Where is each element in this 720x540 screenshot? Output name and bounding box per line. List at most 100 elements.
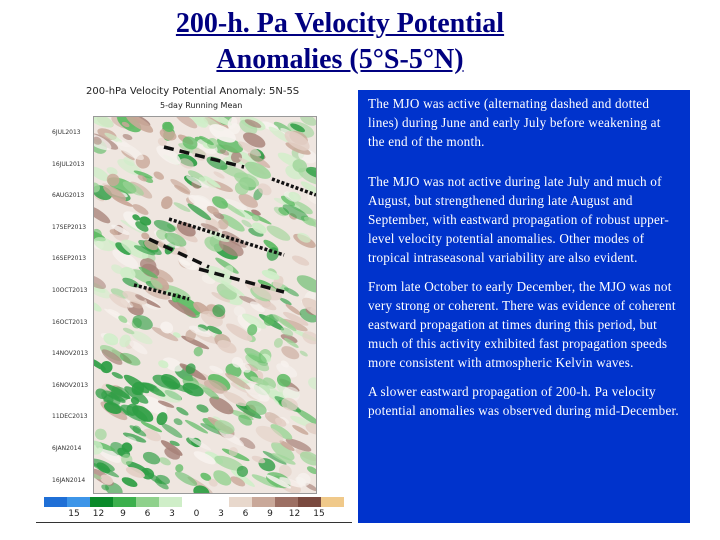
anomaly-blob [119,334,131,348]
paragraph-mjo-aug-sep: The MJO was not active during late July … [368,173,669,266]
colorbar-label: 9 [120,509,126,519]
anomaly-blob [254,297,277,311]
anomaly-blob [299,350,308,357]
anomaly-blob [285,303,302,316]
anomaly-blob [271,442,295,461]
anomaly-blob [223,391,247,407]
anomaly-blob [178,256,199,271]
anomaly-blob [200,223,219,232]
anomaly-blob [272,314,297,332]
colorbar-label: 15 [68,509,80,519]
anomaly-blob [94,182,100,193]
figure-subtitle: 5-day Running Mean [160,101,243,110]
anomaly-blob [265,474,292,489]
anomaly-blob [159,457,171,466]
y-tick-label: 17SEP2013 [52,223,87,231]
anomaly-blob [303,216,316,230]
anomaly-blob [126,403,139,416]
anomaly-blob [161,423,183,438]
anomaly-blob [122,432,147,443]
anomaly-blob [157,400,175,408]
description-textbox: The MJO was active (alternating dashed a… [358,90,690,523]
anomaly-blob [218,238,244,257]
anomaly-blob [132,204,149,215]
anomaly-blob [275,417,287,427]
anomaly-blob [219,214,245,232]
anomaly-blob [239,437,256,449]
anomaly-blob [230,469,255,487]
mjo-propagation-line [148,237,210,269]
anomaly-blob [234,181,249,195]
anomaly-blob [280,195,296,207]
anomaly-blob [137,174,147,182]
colorbar-swatch [297,497,321,507]
anomaly-blob [115,242,132,255]
anomaly-blob [119,352,141,366]
colorbar-label: 3 [169,509,175,519]
anomaly-blob [204,117,233,126]
anomaly-blob [241,219,252,228]
anomaly-blob [282,311,309,326]
anomaly-blob [257,183,272,196]
anomaly-blob [173,418,183,426]
anomaly-blob [268,126,291,143]
anomaly-blob [168,299,197,318]
anomaly-blob [121,477,138,488]
colorbar-labels: 15 12 9 6 3 0 3 6 9 12 15 [44,509,344,521]
anomaly-blob [194,118,207,129]
anomaly-blob [255,425,284,444]
anomaly-blob [94,166,110,182]
anomaly-blob [154,478,169,490]
anomaly-blob [133,245,156,256]
anomaly-blob [185,363,196,374]
anomaly-blob [196,404,209,413]
anomaly-blob [281,346,300,360]
anomaly-blob [217,218,229,230]
y-tick-label: 10OCT2013 [52,287,88,294]
anomaly-blob [200,472,212,481]
anomaly-blob [129,425,147,437]
anomaly-blob [162,357,183,372]
anomaly-blob [106,173,120,187]
anomaly-blob [188,325,211,337]
anomaly-blob [193,346,203,357]
anomaly-blob [271,453,296,465]
anomaly-blob [191,381,213,392]
anomaly-blob [251,209,261,216]
anomaly-blob [111,372,123,379]
anomaly-blob [101,390,121,406]
anomaly-blob [258,384,282,400]
slide-title: 200-h. Pa Velocity Potential Anomalies (… [0,6,680,78]
anomaly-blob [139,216,152,226]
anomaly-blob [209,365,224,374]
anomaly-blob [219,429,245,447]
colorbar-swatch [182,497,206,507]
anomaly-blob [101,484,109,491]
anomaly-blob [204,236,224,252]
y-tick-label: 16OCT2013 [52,318,88,326]
anomaly-blob [156,229,168,240]
anomaly-blob [153,171,164,180]
anomaly-blob [111,224,130,235]
anomaly-blob [94,428,107,440]
anomaly-blob [279,297,292,306]
anomaly-blob [125,117,154,133]
anomaly-blob [184,419,209,434]
anomaly-blob [266,225,291,241]
anomaly-blob [187,203,212,221]
anomaly-blob [250,376,269,386]
anomaly-blob [242,313,267,329]
anomaly-blob [198,177,218,188]
anomaly-blob [94,301,102,312]
anomaly-blob [203,175,221,189]
anomaly-blob [162,121,174,132]
anomaly-blob [156,145,181,165]
anomaly-blob [121,121,130,128]
anomaly-blob [131,381,145,396]
anomaly-blob [278,464,292,477]
anomaly-blob [188,195,213,209]
anomaly-blob [132,315,153,330]
anomaly-blob [175,296,201,316]
anomaly-blob [292,424,309,435]
anomaly-blob [151,326,179,342]
